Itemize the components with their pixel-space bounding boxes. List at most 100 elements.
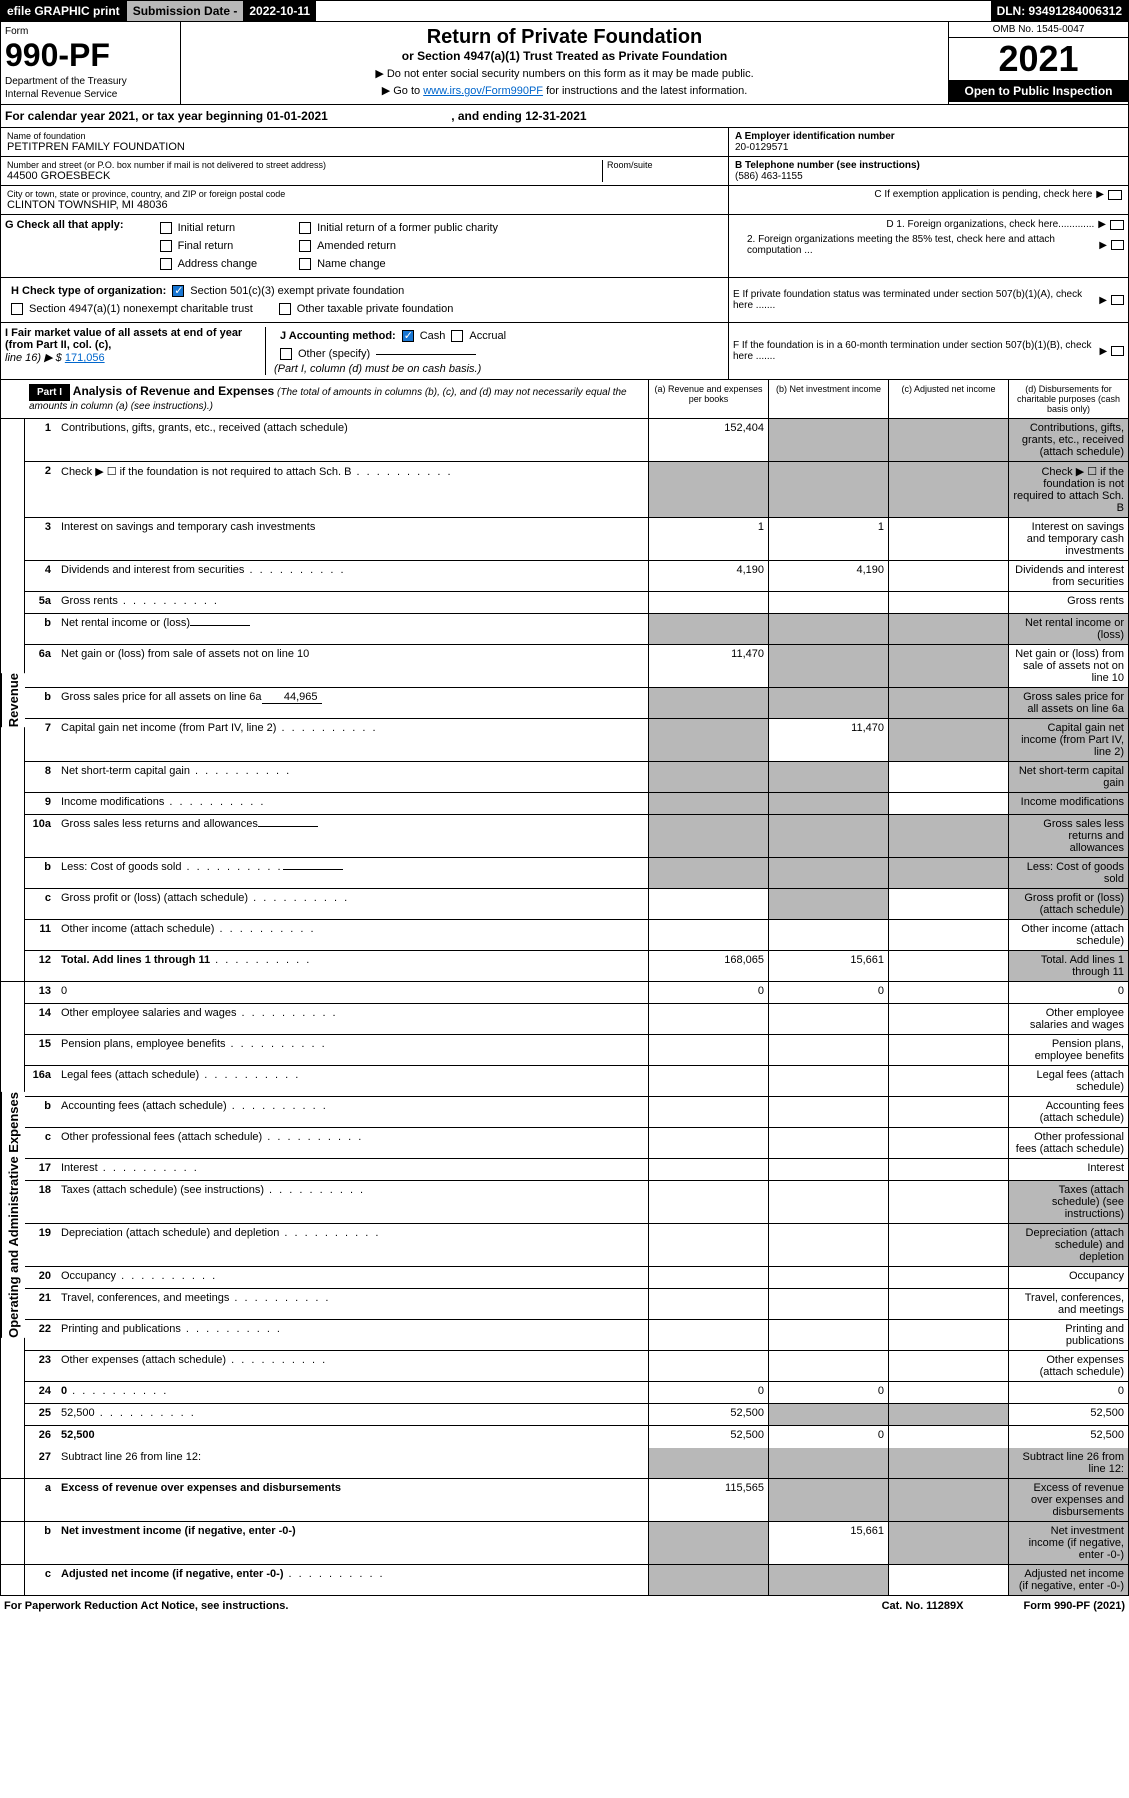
omb-number: OMB No. 1545-0047: [949, 22, 1128, 38]
line-desc: Gross sales less returns and allowances: [57, 815, 648, 857]
line-num: b: [25, 614, 57, 644]
cell-c: [888, 1066, 1008, 1096]
cell-c: [888, 951, 1008, 981]
irs-link[interactable]: www.irs.gov/Form990PF: [423, 85, 543, 97]
line-num: 10a: [25, 815, 57, 857]
open-public: Open to Public Inspection: [949, 80, 1128, 102]
foundation-name: PETITPREN FAMILY FOUNDATION: [7, 141, 722, 153]
line-27: 27Subtract line 26 from line 12:Subtract…: [1, 1448, 1128, 1479]
cb-e[interactable]: [1111, 295, 1124, 305]
cb-other-method[interactable]: [280, 348, 292, 360]
line-10a: 10aGross sales less returns and allowanc…: [25, 815, 1128, 858]
line-desc: Gross profit or (loss) (attach schedule): [57, 889, 648, 919]
line-desc: 52,500: [57, 1426, 648, 1448]
line-num: b: [25, 1522, 57, 1564]
cell-a: 0: [648, 982, 768, 1003]
cell-a: 52,500: [648, 1426, 768, 1448]
cb-4947[interactable]: [11, 303, 23, 315]
cell-d: Gross sales less returns and allowances: [1008, 815, 1128, 857]
cb-d2[interactable]: [1111, 240, 1124, 250]
cb-other-tax[interactable]: [279, 303, 291, 315]
form-number: 990-PF: [5, 37, 176, 74]
cell-b: 11,470: [768, 719, 888, 761]
form-title: Return of Private Foundation: [185, 26, 944, 49]
cell-d: 52,500: [1008, 1426, 1128, 1448]
line-14: 14Other employee salaries and wagesOther…: [25, 1004, 1128, 1035]
line-num: 5a: [25, 592, 57, 613]
cb-accrual[interactable]: [451, 330, 463, 342]
line-num: 4: [25, 561, 57, 591]
exemption-label: C If exemption application is pending, c…: [874, 189, 1092, 200]
cb-initial-former[interactable]: [299, 222, 311, 234]
line-num: 17: [25, 1159, 57, 1180]
cell-b: 15,661: [768, 951, 888, 981]
line-desc: Less: Cost of goods sold: [57, 858, 648, 888]
line-desc: Other professional fees (attach schedule…: [57, 1128, 648, 1158]
cell-d: 0: [1008, 1382, 1128, 1403]
line-2: 2Check ▶ ☐ if the foundation is not requ…: [25, 462, 1128, 518]
cell-a: [648, 1181, 768, 1223]
cb-amended[interactable]: [299, 240, 311, 252]
cell-d: Net gain or (loss) from sale of assets n…: [1008, 645, 1128, 687]
cell-a: [648, 614, 768, 644]
line-num: b: [25, 1097, 57, 1127]
cell-d: Occupancy: [1008, 1267, 1128, 1288]
line-b: bGross sales price for all assets on lin…: [25, 688, 1128, 719]
exemption-checkbox[interactable]: [1108, 190, 1122, 200]
note-ssn: ▶ Do not enter social security numbers o…: [185, 67, 944, 80]
cell-b: [768, 1320, 888, 1350]
cell-c: [888, 858, 1008, 888]
line-b: bLess: Cost of goods soldLess: Cost of g…: [25, 858, 1128, 889]
cell-d: Net investment income (if negative, ente…: [1008, 1522, 1128, 1564]
cell-c: [888, 462, 1008, 517]
cell-d: Other expenses (attach schedule): [1008, 1351, 1128, 1381]
part1-header: Part I Analysis of Revenue and Expenses …: [0, 380, 1129, 419]
cell-c: [888, 1289, 1008, 1319]
cb-d1[interactable]: [1110, 220, 1124, 230]
cell-d: Printing and publications: [1008, 1320, 1128, 1350]
line-desc: Gross rents: [57, 592, 648, 613]
cell-c: [888, 592, 1008, 613]
col-b-hdr: (b) Net investment income: [768, 380, 888, 418]
cb-final[interactable]: [160, 240, 172, 252]
line-5a: 5aGross rentsGross rents: [25, 592, 1128, 614]
line-num: 25: [25, 1404, 57, 1425]
line-desc: Travel, conferences, and meetings: [57, 1289, 648, 1319]
cell-d: Net rental income or (loss): [1008, 614, 1128, 644]
line-num: 1: [25, 419, 57, 461]
cell-a: 1: [648, 518, 768, 560]
cb-501c3[interactable]: [172, 285, 184, 297]
page-footer: For Paperwork Reduction Act Notice, see …: [0, 1596, 1129, 1616]
j-note: (Part I, column (d) must be on cash basi…: [274, 363, 481, 375]
cell-c: [888, 815, 1008, 857]
cell-b: [768, 1448, 888, 1478]
cb-addr-change[interactable]: [160, 258, 172, 270]
line-num: 9: [25, 793, 57, 814]
cell-b: [768, 462, 888, 517]
line-num: 13: [25, 982, 57, 1003]
cell-c: [888, 1522, 1008, 1564]
cb-name-change[interactable]: [299, 258, 311, 270]
cell-a: 168,065: [648, 951, 768, 981]
cb-initial[interactable]: [160, 222, 172, 234]
cb-cash[interactable]: [402, 330, 414, 342]
cell-b: [768, 688, 888, 718]
cell-a: [648, 1128, 768, 1158]
line-11: 11Other income (attach schedule)Other in…: [25, 920, 1128, 951]
cb-f[interactable]: [1111, 346, 1124, 356]
cell-d: Interest on savings and temporary cash i…: [1008, 518, 1128, 560]
city-state-zip: CLINTON TOWNSHIP, MI 48036: [7, 199, 722, 211]
city-label: City or town, state or province, country…: [7, 189, 722, 199]
inline-value: [190, 625, 250, 626]
line-desc: Contributions, gifts, grants, etc., rece…: [57, 419, 648, 461]
top-bar: efile GRAPHIC print Submission Date - 20…: [0, 0, 1129, 22]
cell-a: [648, 815, 768, 857]
section-g-wrap: G Check all that apply: Initial return F…: [0, 215, 1129, 278]
street-address: 44500 GROESBECK: [7, 170, 602, 182]
cell-d: Subtract line 26 from line 12:: [1008, 1448, 1128, 1478]
dln: DLN: 93491284006312: [991, 1, 1128, 21]
cell-b: 1: [768, 518, 888, 560]
line-22: 22Printing and publicationsPrinting and …: [25, 1320, 1128, 1351]
cell-d: Taxes (attach schedule) (see instruction…: [1008, 1181, 1128, 1223]
cell-c: [888, 1404, 1008, 1425]
